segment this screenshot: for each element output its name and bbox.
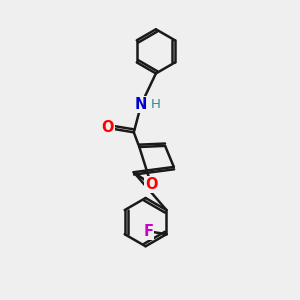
Text: O: O bbox=[101, 120, 114, 135]
Text: H: H bbox=[150, 98, 160, 111]
Text: N: N bbox=[135, 97, 147, 112]
Text: F: F bbox=[143, 224, 153, 239]
Text: O: O bbox=[145, 177, 157, 192]
